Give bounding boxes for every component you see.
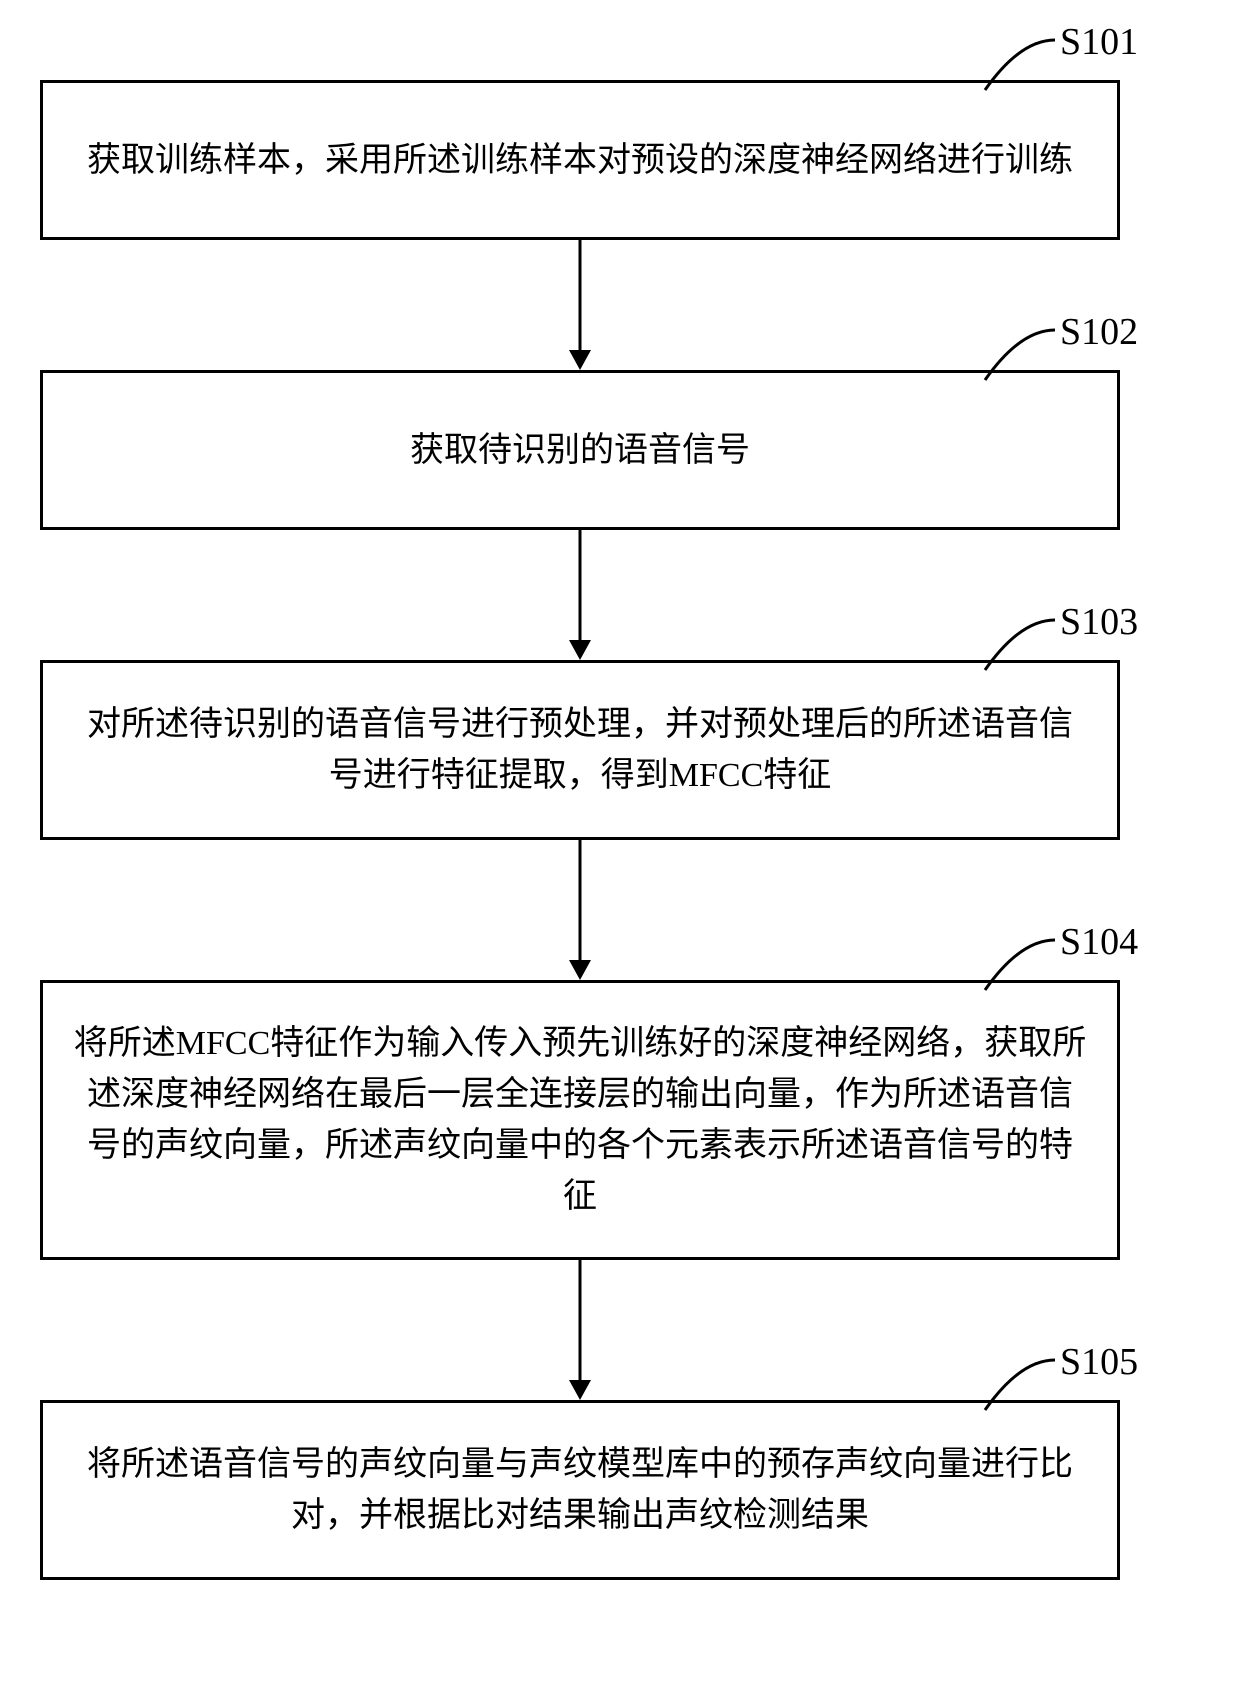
step-text-s104: 将所述MFCC特征作为输入传入预先训练好的深度神经网络，获取所述深度神经网络在最…: [73, 1018, 1087, 1222]
step-text-s101: 获取训练样本，采用所述训练样本对预设的深度神经网络进行训练: [87, 135, 1073, 186]
step-box-s103: 对所述待识别的语音信号进行预处理，并对预处理后的所述语音信号进行特征提取，得到M…: [40, 660, 1120, 840]
step-text-s105: 将所述语音信号的声纹向量与声纹模型库中的预存声纹向量进行比对，并根据比对结果输出…: [73, 1439, 1087, 1541]
step-box-s104: 将所述MFCC特征作为输入传入预先训练好的深度神经网络，获取所述深度神经网络在最…: [40, 980, 1120, 1260]
arrow-2: [565, 530, 595, 660]
connector-s104: [980, 930, 1100, 1010]
arrow-4: [565, 1260, 595, 1400]
connector-s102: [980, 320, 1100, 400]
step-text-s103: 对所述待识别的语音信号进行预处理，并对预处理后的所述语音信号进行特征提取，得到M…: [73, 699, 1087, 801]
step-box-s105: 将所述语音信号的声纹向量与声纹模型库中的预存声纹向量进行比对，并根据比对结果输出…: [40, 1400, 1120, 1580]
flowchart-canvas: 获取训练样本，采用所述训练样本对预设的深度神经网络进行训练S101获取待识别的语…: [0, 0, 1240, 1693]
connector-s105: [980, 1350, 1100, 1430]
arrow-1: [565, 240, 595, 370]
step-box-s102: 获取待识别的语音信号: [40, 370, 1120, 530]
arrow-3: [565, 840, 595, 980]
step-box-s101: 获取训练样本，采用所述训练样本对预设的深度神经网络进行训练: [40, 80, 1120, 240]
step-text-s102: 获取待识别的语音信号: [410, 425, 750, 476]
connector-s103: [980, 610, 1100, 690]
connector-s101: [980, 30, 1100, 110]
